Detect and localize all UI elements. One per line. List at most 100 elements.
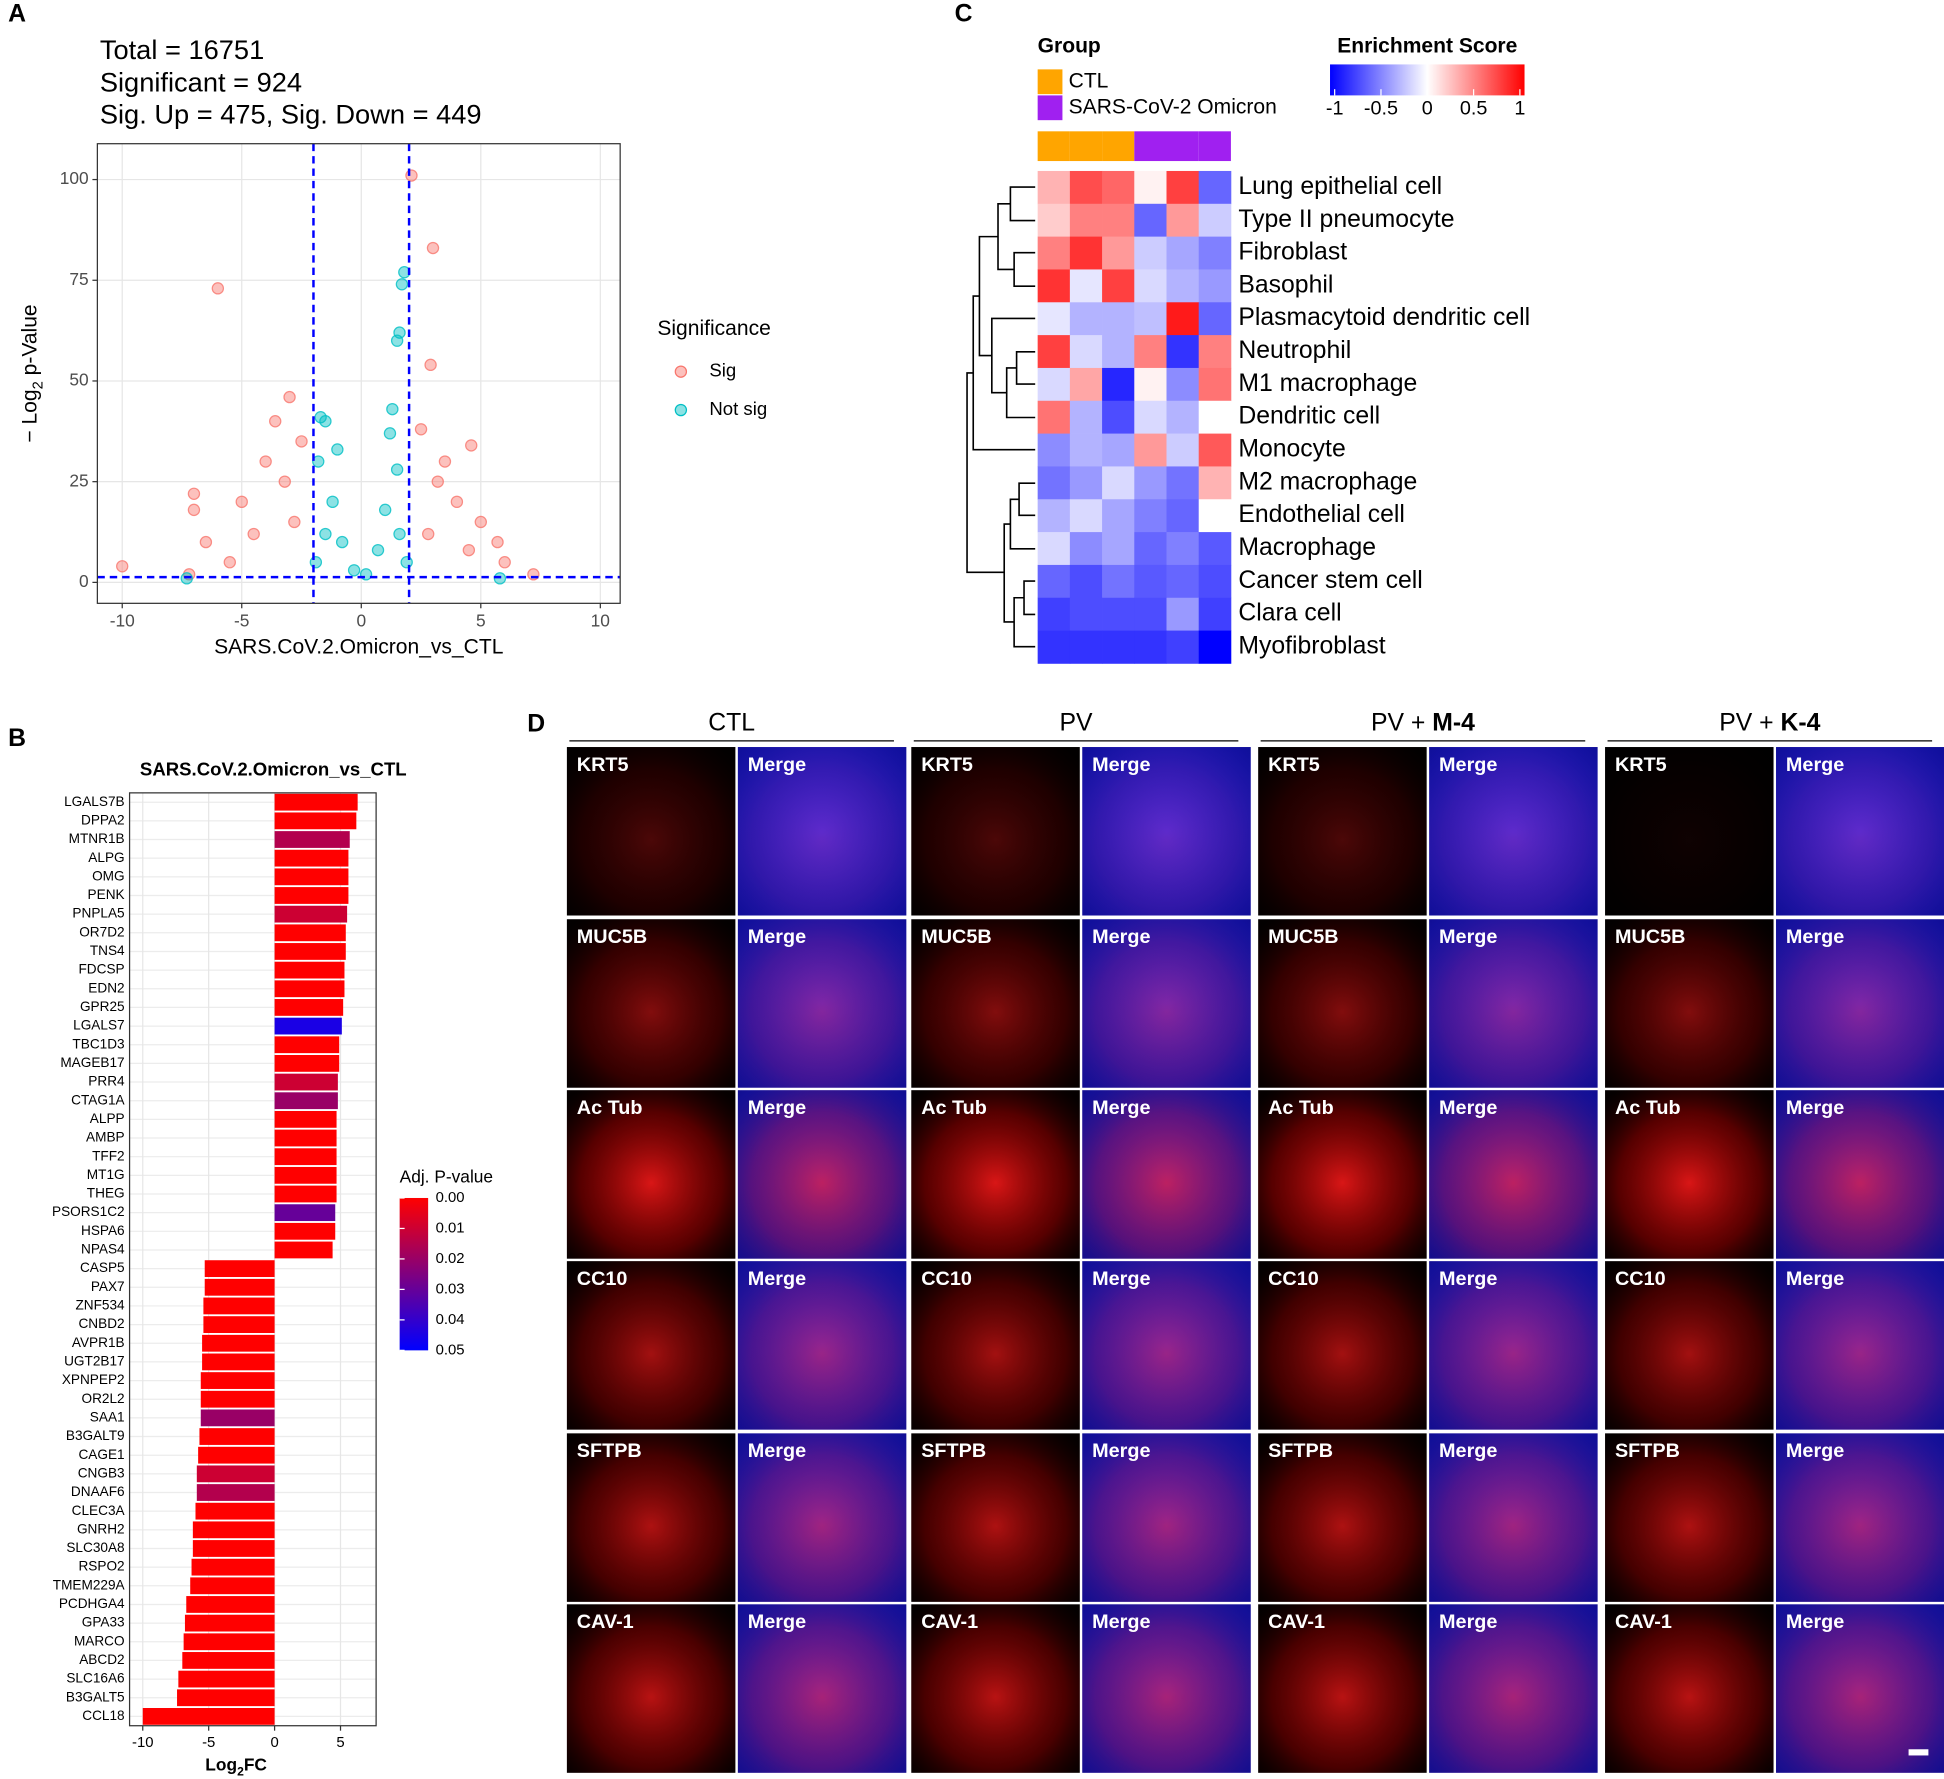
point xyxy=(491,535,504,549)
heat-cell xyxy=(1134,532,1167,566)
heat-cell xyxy=(1166,302,1200,336)
category-label: CLEC3A xyxy=(72,1503,126,1518)
heat-cell xyxy=(1069,335,1103,369)
heat-cell xyxy=(1102,466,1135,500)
bar xyxy=(274,999,344,1016)
category-label: SLC16A6 xyxy=(66,1671,124,1686)
micrograph-signal xyxy=(737,1261,907,1430)
point xyxy=(259,455,272,468)
category-label: B3GALT5 xyxy=(66,1689,125,1704)
heat-cell xyxy=(1198,597,1232,631)
category-label: GNRH2 xyxy=(77,1521,125,1536)
dendrogram xyxy=(966,186,1036,648)
panel-label: C xyxy=(955,0,973,27)
row-label: Dendritic cell xyxy=(1238,403,1380,430)
stain-label: Ac Tub xyxy=(577,1097,643,1119)
merge-label: Merge xyxy=(1786,754,1844,776)
scale-bar xyxy=(1908,1749,1929,1756)
heat-cell xyxy=(1069,564,1103,599)
merge-label: Merge xyxy=(1439,754,1497,776)
heat-cell xyxy=(1102,236,1135,270)
colorbar-tick-label: 0.5 xyxy=(1460,97,1488,119)
x-axis-title-part: 2 xyxy=(237,1765,244,1779)
category-label: AVPR1B xyxy=(72,1335,125,1350)
merge-label: Merge xyxy=(1439,1097,1497,1119)
category-label: CCL18 xyxy=(82,1708,124,1723)
heat-cell xyxy=(1166,170,1200,205)
category-label: ABCD2 xyxy=(79,1652,124,1667)
group-header: PV xyxy=(1060,709,1094,736)
category-label: NPAS4 xyxy=(81,1242,125,1257)
point xyxy=(199,535,213,549)
colorbar-tick-label: 0.00 xyxy=(436,1190,465,1206)
micrograph-signal xyxy=(1082,1604,1251,1773)
category-label: PAX7 xyxy=(91,1279,125,1294)
category-label: CTAG1A xyxy=(71,1092,125,1107)
heat-cell xyxy=(1102,499,1135,533)
x-tick-label: 0 xyxy=(270,1735,278,1751)
bar xyxy=(204,1260,275,1278)
group-header-part: PV xyxy=(1060,709,1094,736)
bar xyxy=(274,943,346,960)
micrograph-signal xyxy=(1258,1261,1427,1430)
category-label: ALPG xyxy=(88,850,124,865)
stain-label: Ac Tub xyxy=(1615,1097,1681,1119)
bar xyxy=(191,1558,275,1576)
category-label: SLC30A8 xyxy=(66,1540,124,1555)
stain-label: CC10 xyxy=(1615,1268,1666,1290)
micrograph-signal xyxy=(1776,1261,1944,1430)
bar xyxy=(177,1689,275,1707)
x-tick-label: -5 xyxy=(234,610,249,630)
point xyxy=(335,535,349,549)
heat-cell xyxy=(1198,269,1232,303)
point xyxy=(309,556,323,569)
heat-cell xyxy=(1069,269,1103,303)
point xyxy=(247,527,260,541)
stain-label: CAV-1 xyxy=(921,1611,978,1633)
category-label: TMEM229A xyxy=(53,1577,126,1592)
heat-cell xyxy=(1069,532,1103,566)
heat-cell xyxy=(1102,367,1135,402)
x-tick-label: 5 xyxy=(336,1735,344,1751)
row-label: Cancer stem cell xyxy=(1238,567,1422,594)
category-label: OR2L2 xyxy=(81,1391,124,1406)
heat-cell xyxy=(1198,170,1232,205)
micrograph-signal xyxy=(1258,1604,1427,1773)
legend-title: Group xyxy=(1038,35,1101,58)
stain-label: CC10 xyxy=(1268,1268,1319,1290)
micrograph-signal xyxy=(566,1090,736,1259)
group-cell xyxy=(1069,131,1103,162)
heat-cell xyxy=(1069,400,1103,434)
annotation: Total = 16751 xyxy=(100,34,264,65)
micrograph-signal xyxy=(911,919,1080,1088)
merge-label: Merge xyxy=(748,754,806,776)
bar xyxy=(274,868,349,886)
heat-cell xyxy=(1198,630,1232,664)
micrograph-signal xyxy=(737,747,907,916)
point xyxy=(278,475,291,488)
point xyxy=(326,495,339,509)
category-label: HSPA6 xyxy=(81,1223,125,1238)
bar xyxy=(274,793,358,811)
group-header-part: CTL xyxy=(708,709,755,736)
merge-label: Merge xyxy=(1439,926,1497,948)
heat-cell xyxy=(1037,564,1071,599)
merge-label: Merge xyxy=(1092,1097,1150,1119)
heat-cell xyxy=(1134,597,1167,631)
y-axis-title-part: 2 xyxy=(30,381,46,389)
merge-label: Merge xyxy=(1786,1268,1844,1290)
point xyxy=(378,503,392,517)
group-cell xyxy=(1198,131,1231,162)
stain-label: KRT5 xyxy=(577,754,629,776)
point xyxy=(450,495,464,509)
category-label: OR7D2 xyxy=(79,924,124,939)
heat-cell xyxy=(1037,597,1071,631)
micrograph-signal xyxy=(1082,919,1251,1088)
category-label: MAGEB17 xyxy=(60,1055,124,1070)
micrograph-signal xyxy=(566,747,736,916)
bar xyxy=(203,1297,275,1315)
colorbar-tick-label: 0.03 xyxy=(436,1281,465,1297)
point xyxy=(288,515,301,529)
micrograph-signal xyxy=(566,1261,736,1430)
category-label: PRR4 xyxy=(88,1074,125,1089)
